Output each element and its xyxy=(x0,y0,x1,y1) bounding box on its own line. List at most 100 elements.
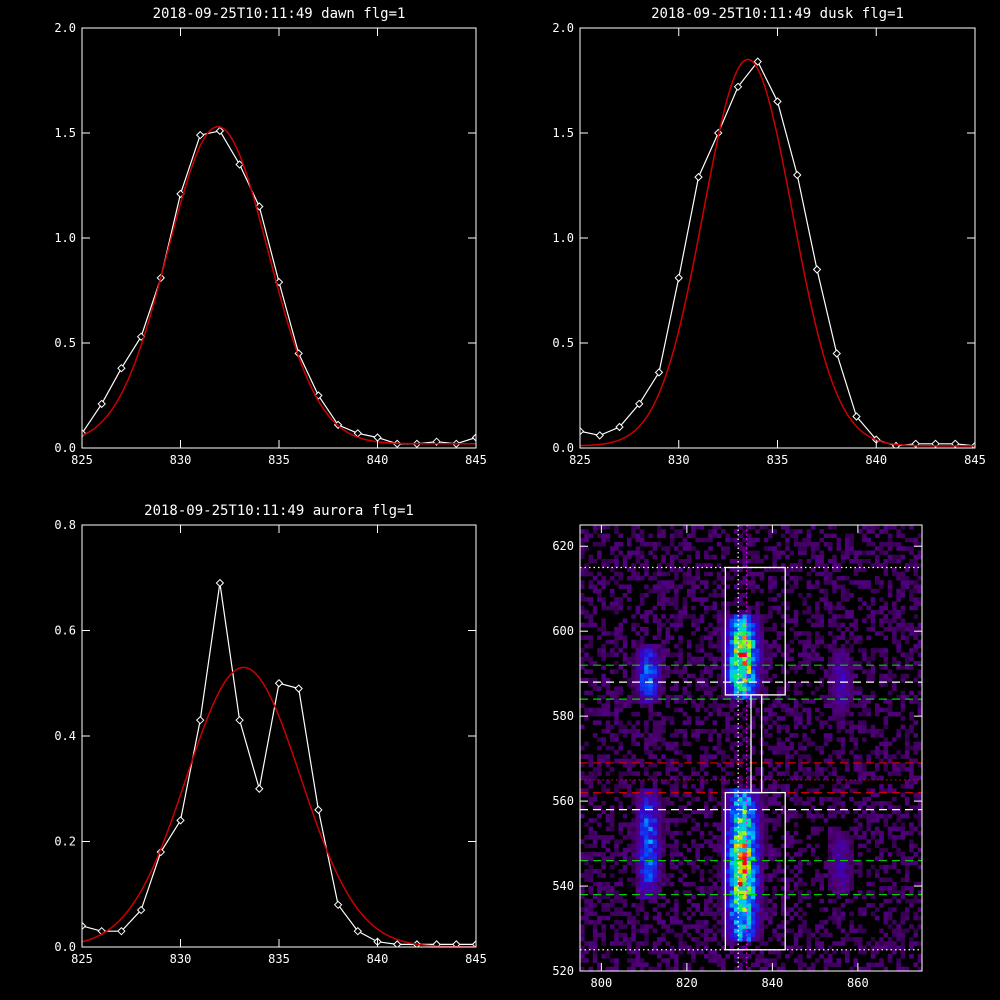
heatmap-cell xyxy=(725,839,730,844)
heatmap-cell xyxy=(742,558,748,564)
heatmap-cell xyxy=(879,728,884,734)
heatmap-cell xyxy=(622,724,628,730)
heatmap-cell xyxy=(597,588,602,594)
x-tick-label: 840 xyxy=(367,453,389,467)
heatmap-cell xyxy=(780,703,786,708)
heatmap-cell xyxy=(605,835,611,840)
heatmap-cell xyxy=(879,750,884,755)
heatmap-cell xyxy=(827,609,833,615)
heatmap-cell xyxy=(601,903,606,908)
heatmap-cell xyxy=(725,631,730,636)
heatmap-cell xyxy=(763,835,769,840)
heatmap-cell xyxy=(609,631,615,636)
heatmap-cell xyxy=(866,635,871,640)
heatmap-cell xyxy=(699,762,705,768)
heatmap-cell xyxy=(742,898,748,904)
heatmap-cell xyxy=(874,843,880,849)
heatmap-cell xyxy=(751,720,756,725)
heatmap-cell xyxy=(802,733,807,738)
heatmap-cell xyxy=(631,741,636,747)
heatmap-cell xyxy=(733,932,739,938)
heatmap-cell xyxy=(785,656,790,662)
heatmap-cell xyxy=(614,847,619,853)
heatmap-cell xyxy=(853,860,859,866)
heatmap-cell xyxy=(729,694,735,700)
heatmap-cell xyxy=(665,571,671,577)
heatmap-cell xyxy=(601,605,606,611)
heatmap-cell xyxy=(742,839,748,844)
heatmap-cell xyxy=(806,660,812,666)
heatmap-cell xyxy=(768,911,773,917)
heatmap-cell xyxy=(738,694,743,700)
heatmap-cell xyxy=(798,801,803,806)
heatmap-cell xyxy=(802,541,807,547)
heatmap-cell xyxy=(678,805,683,810)
heatmap-cell xyxy=(742,954,748,959)
heatmap-cell xyxy=(644,869,649,874)
heatmap-cell xyxy=(755,550,760,556)
heatmap-cell xyxy=(793,563,799,568)
heatmap-cell xyxy=(883,750,889,755)
heatmap-cell xyxy=(729,869,735,874)
heatmap-cell xyxy=(699,830,705,836)
heatmap-cell xyxy=(819,529,824,534)
heatmap-cell xyxy=(836,890,842,895)
heatmap-cell xyxy=(755,813,760,819)
heatmap-cell xyxy=(674,622,679,628)
heatmap-cell xyxy=(793,584,799,590)
heatmap-cell xyxy=(823,643,829,649)
heatmap-cell xyxy=(904,733,910,738)
heatmap-cell xyxy=(759,839,765,844)
heatmap-cell xyxy=(815,622,820,628)
heatmap-cell xyxy=(635,728,641,734)
heatmap-cell xyxy=(840,813,846,819)
heatmap-cell xyxy=(601,673,606,679)
heatmap-cell xyxy=(845,877,850,883)
heatmap-cell xyxy=(904,754,910,759)
heatmap-cell xyxy=(721,924,726,929)
heatmap-cell xyxy=(917,822,922,827)
heatmap-cell xyxy=(580,656,585,662)
heatmap-cell xyxy=(639,656,645,662)
heatmap-cell xyxy=(827,571,833,577)
heatmap-cell xyxy=(798,894,803,900)
heatmap-cell xyxy=(892,660,897,666)
heatmap-cell xyxy=(580,945,585,951)
heatmap-cell xyxy=(614,941,619,946)
heatmap-cell xyxy=(695,826,700,832)
heatmap-cell xyxy=(648,890,653,895)
heatmap-cell xyxy=(686,575,692,581)
heatmap-cell xyxy=(862,584,867,590)
heatmap-cell xyxy=(879,741,884,747)
heatmap-cell xyxy=(605,703,611,708)
heatmap-cell xyxy=(810,771,816,776)
heatmap-cell xyxy=(656,873,662,878)
heatmap-cell xyxy=(729,801,735,806)
heatmap-cell xyxy=(768,818,773,823)
heatmap-cell xyxy=(674,643,679,649)
heatmap-cell xyxy=(644,839,649,844)
heatmap-cell xyxy=(845,839,850,844)
heatmap-cell xyxy=(862,550,867,556)
heatmap-cell xyxy=(609,652,615,657)
heatmap-cell xyxy=(639,864,645,870)
heatmap-cell xyxy=(674,694,679,700)
heatmap-cell xyxy=(896,597,901,602)
heatmap-cell xyxy=(789,856,795,861)
heatmap-cell xyxy=(584,856,589,861)
heatmap-cell xyxy=(742,656,748,662)
heatmap-cell xyxy=(904,907,910,912)
heatmap-cell xyxy=(746,677,752,683)
heatmap-cell xyxy=(874,558,880,564)
heatmap-cell xyxy=(772,779,777,785)
heatmap-cell xyxy=(639,733,645,738)
heatmap-cell xyxy=(780,525,786,530)
heatmap-cell xyxy=(729,941,735,946)
heatmap-cell xyxy=(725,941,730,946)
heatmap-cell xyxy=(627,699,632,704)
heatmap-cell xyxy=(802,631,807,636)
heatmap-cell xyxy=(588,677,594,683)
heatmap-cell xyxy=(862,537,867,543)
heatmap-cell xyxy=(768,677,773,683)
heatmap-cell xyxy=(729,762,735,768)
